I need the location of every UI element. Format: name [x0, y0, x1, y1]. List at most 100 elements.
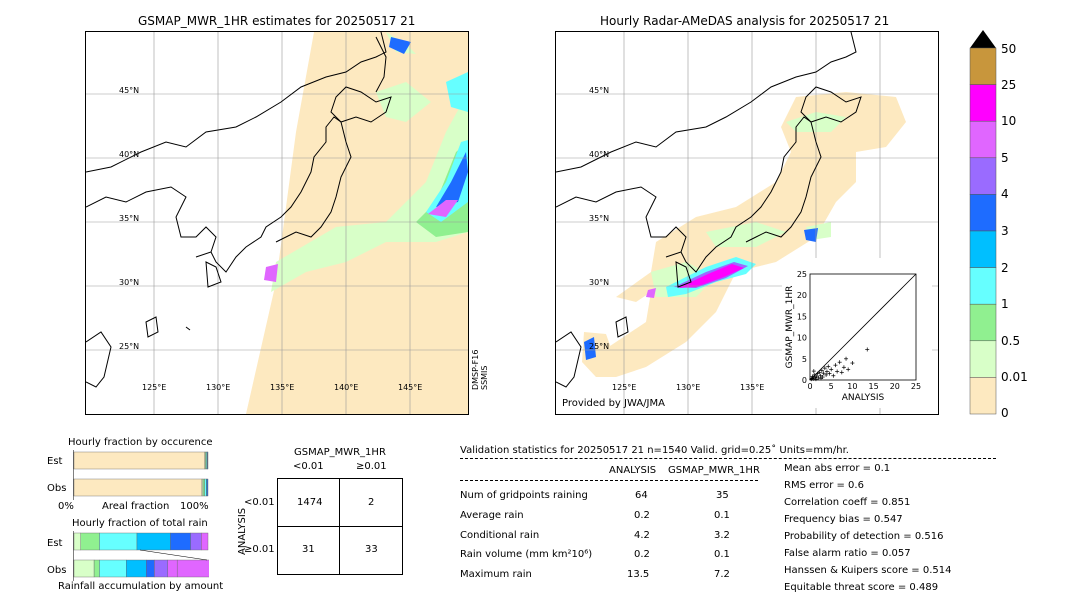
scatter-point — [817, 370, 822, 375]
right-lat-40: 40°N — [589, 150, 610, 159]
score-frequency-bias: Frequency bias = 0.547 — [784, 514, 903, 525]
sensor-label: DMSP-F16 SSMIS — [471, 350, 489, 390]
bar-segment-obs — [73, 478, 203, 497]
colorbar-label-3: 3 — [1001, 224, 1009, 238]
scatter-point — [819, 368, 824, 373]
contingency-grid: 1474 2 31 33 — [277, 478, 403, 575]
left-lat-45: 45°N — [119, 86, 140, 95]
row-analysis: 64 — [635, 490, 648, 501]
score-far: False alarm ratio = 0.057 — [784, 548, 911, 559]
occurrence-obs-label: Obs — [47, 483, 67, 494]
bar-segment-obs — [167, 559, 178, 578]
contingency-cell-c: 31 — [302, 544, 315, 555]
colorbar-label-5: 5 — [1001, 151, 1009, 165]
colorbar-segment — [969, 377, 997, 415]
rain-kyushu — [264, 264, 278, 282]
contingency-row-ge: ≥0.01 — [244, 544, 275, 555]
row-gsmap: 0.1 — [714, 549, 730, 560]
scatter-point — [821, 371, 826, 376]
total-rain-est-label: Est — [47, 538, 63, 549]
scatter-xtick: 0 — [807, 382, 812, 391]
occurrence-axis-mid: Areal fraction — [102, 501, 170, 512]
colorbar-scale — [969, 30, 997, 415]
score-pod: Probability of detection = 0.516 — [784, 531, 944, 542]
bar-segment-obs — [206, 478, 209, 497]
left-lon-135: 135°E — [270, 383, 295, 392]
bar-segment-est — [73, 532, 81, 551]
contingency-cell-a: 1474 — [297, 497, 323, 508]
rain-northeast — [446, 72, 468, 112]
colorbar — [968, 30, 998, 415]
left-lat-35: 35°N — [119, 214, 140, 223]
row-gsmap: 0.1 — [714, 510, 730, 521]
left-map-title: GSMAP_MWR_1HR estimates for 20250517 21 — [138, 14, 416, 28]
rain-area-light — [271, 92, 468, 292]
colorbar-segment — [969, 230, 997, 268]
score-ets: Equitable threat score = 0.489 — [784, 582, 939, 593]
left-map-coastline — [86, 32, 392, 388]
right-lat-25: 25°N — [589, 342, 610, 351]
occurrence-bars — [73, 450, 209, 500]
total-rain-chart — [73, 531, 209, 581]
row-analysis: 0.2 — [634, 549, 650, 560]
right-map-coastline — [556, 32, 862, 388]
scatter-point — [824, 369, 829, 374]
left-map-canvas — [86, 32, 468, 414]
scatter-point — [814, 374, 819, 379]
scatter-point — [844, 356, 849, 361]
radar-rain-east — [804, 228, 818, 242]
colorbar-segment — [969, 47, 997, 85]
right-lat-30: 30°N — [589, 278, 610, 287]
row-label: Num of gridpoints raining — [460, 490, 588, 501]
bar-segment-obs — [146, 559, 155, 578]
scatter-point — [819, 376, 824, 381]
contingency-col-ge: ≥0.01 — [356, 461, 387, 472]
row-gsmap: 7.2 — [714, 569, 730, 580]
colorbar-label-0: 0 — [1001, 406, 1009, 420]
scatter-inset: 0 0 5 5 10 10 15 15 20 20 25 25 ANALYSIS GSMAP_MWR_1H… — [782, 258, 932, 408]
bar-segment-obs — [93, 559, 100, 578]
occurrence-title: Hourly fraction by occurence — [68, 437, 213, 448]
scatter-ytick: 15 — [797, 312, 807, 321]
right-lon-125: 125°E — [612, 383, 637, 392]
scatter-xtick: 10 — [847, 382, 857, 391]
right-lat-45: 45°N — [589, 86, 610, 95]
left-lon-130: 130°E — [206, 383, 231, 392]
total-rain-title: Hourly fraction of total rain — [72, 518, 208, 529]
rain-area-blue — [436, 152, 468, 207]
bar-segment-est — [170, 532, 191, 551]
scatter-point — [839, 370, 844, 375]
total-rain-connector — [139, 549, 208, 561]
bar-segment-est — [201, 532, 209, 551]
bar-segment-est — [136, 532, 171, 551]
scatter-plot: 00 5 5 10 10 15 15 20 20 25 25 ANALYSIS GSMAP_MWR_1H… — [785, 270, 921, 403]
scatter-point — [810, 374, 815, 379]
validation-header: Validation statistics for 20250517 21 n=… — [460, 445, 849, 456]
scatter-point — [829, 367, 834, 372]
colorbar-label-10: 10 — [1001, 114, 1017, 128]
scatter-ytick: 5 — [802, 355, 807, 364]
left-map-grid — [86, 32, 468, 414]
colorbar-label-4: 4 — [1001, 187, 1009, 201]
contingency-header: GSMAP_MWR_1HR — [294, 447, 386, 458]
colorbar-extend-triangle — [970, 30, 996, 48]
radar-rain-band-magenta — [678, 264, 744, 288]
score-rmse: RMS error = 0.6 — [784, 480, 864, 491]
left-lon-140: 140°E — [334, 383, 359, 392]
total-rain-bars — [73, 531, 209, 581]
scatter-ylabel: GSMAP_MWR_1HR — [785, 286, 795, 369]
scatter-ytick: 25 — [797, 270, 807, 279]
contingency-row-lt: <0.01 — [244, 497, 275, 508]
bar-segment-obs — [99, 559, 127, 578]
scatter-point — [811, 369, 816, 374]
scatter-point — [827, 371, 832, 376]
scatter-xtick: 25 — [911, 382, 921, 391]
radar-rain-south — [584, 337, 596, 360]
scatter-point — [809, 377, 814, 382]
left-lat-40: 40°N — [119, 150, 140, 159]
colorbar-label-50: 50 — [1001, 42, 1017, 56]
bar-segment-obs — [126, 559, 147, 578]
occurrence-axis-left: 0% — [58, 501, 74, 512]
occurrence-axis-right: 100% — [180, 501, 209, 512]
bar-segment-obs — [204, 478, 207, 497]
